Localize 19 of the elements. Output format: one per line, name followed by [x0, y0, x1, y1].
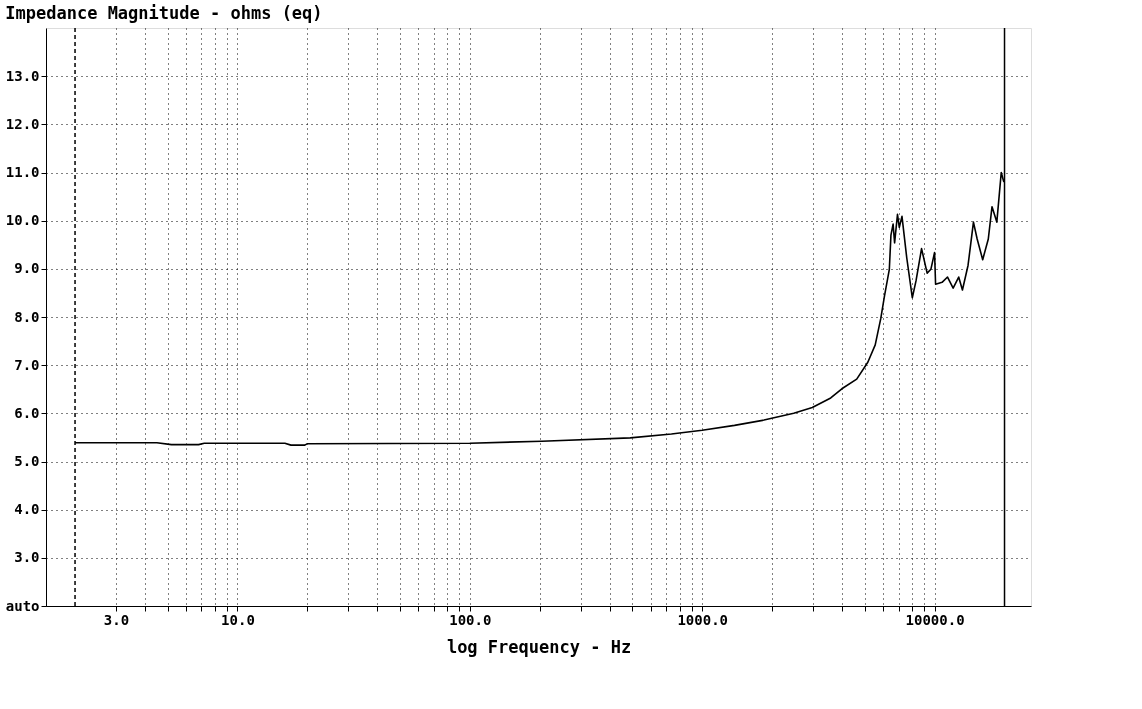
x-tick-label: 100.0	[449, 611, 492, 628]
y-tick-label: 7.0	[14, 356, 40, 373]
y-tick-label: 4.0	[14, 501, 40, 518]
y-tick-label: 8.0	[14, 308, 40, 325]
chart-title: Impedance Magnitude - ohms (eq)	[5, 3, 323, 24]
y-tick-label: 9.0	[14, 260, 40, 277]
y-tick-label: 5.0	[14, 453, 40, 469]
y-tick-label: 13.0	[5, 67, 40, 84]
y-tick-label: 3.0	[14, 549, 40, 566]
x-tick-label: 1000.0	[677, 611, 728, 628]
x-tick-label: 10000.0	[905, 611, 965, 628]
y-tick-label: 11.0	[5, 164, 40, 180]
y-tick-label: 10.0	[5, 212, 40, 229]
y-tick-label: auto	[5, 597, 40, 614]
y-tick-label: 12.0	[5, 115, 40, 132]
x-axis-title: log Frequency - Hz	[446, 636, 632, 657]
x-tick-label: 10.0	[221, 611, 255, 628]
y-tick-label: 6.0	[14, 404, 40, 421]
x-tick-label: 3.0	[103, 611, 130, 628]
